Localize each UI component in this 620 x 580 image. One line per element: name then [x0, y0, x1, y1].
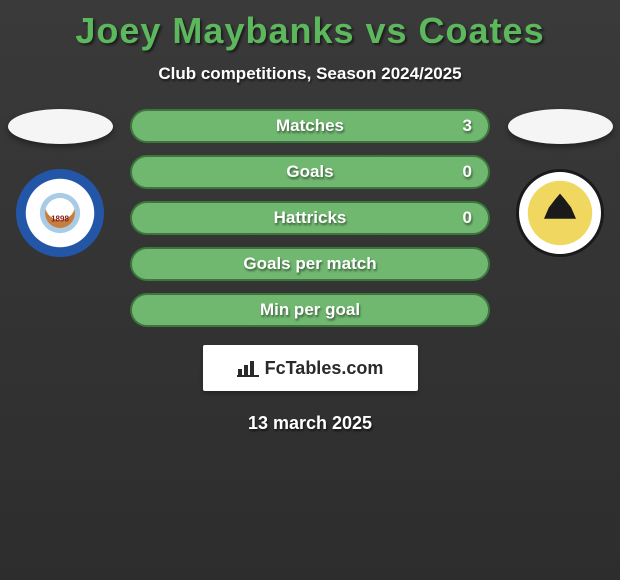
stat-bar-matches: Matches 3: [130, 109, 490, 143]
stat-label: Goals: [286, 162, 333, 182]
right-player-column: [500, 109, 620, 257]
brand-watermark: FcTables.com: [203, 345, 418, 391]
stat-label: Matches: [276, 116, 344, 136]
player-left-ellipse: [8, 109, 113, 144]
comparison-content: Matches 3 Goals 0 Hattricks 0 Goals per …: [0, 84, 620, 327]
player-right-ellipse: [508, 109, 613, 144]
chart-icon: [237, 359, 259, 377]
stat-value: 3: [463, 116, 472, 136]
update-date: 13 march 2025: [0, 413, 620, 434]
stat-value: 0: [463, 208, 472, 228]
stat-bar-goals-per-match: Goals per match: [130, 247, 490, 281]
stat-bars: Matches 3 Goals 0 Hattricks 0 Goals per …: [120, 109, 500, 327]
stat-bar-hattricks: Hattricks 0: [130, 201, 490, 235]
stat-label: Goals per match: [243, 254, 376, 274]
stat-value: 0: [463, 162, 472, 182]
page-title: Joey Maybanks vs Coates: [0, 0, 620, 52]
stat-label: Hattricks: [274, 208, 347, 228]
stat-label: Min per goal: [260, 300, 360, 320]
brand-text: FcTables.com: [265, 358, 384, 379]
left-player-column: [0, 109, 120, 257]
season-subtitle: Club competitions, Season 2024/2025: [0, 64, 620, 84]
stat-bar-goals: Goals 0: [130, 155, 490, 189]
team-badge-right: [516, 169, 604, 257]
team-badge-left: [16, 169, 104, 257]
stat-bar-min-per-goal: Min per goal: [130, 293, 490, 327]
